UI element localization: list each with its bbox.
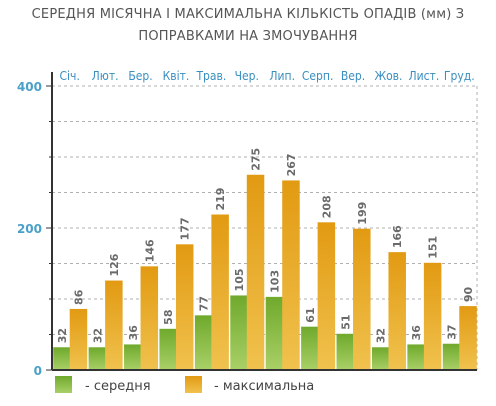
bar-avg-10: [371, 347, 390, 370]
value-label-max-4: 177: [179, 217, 192, 240]
value-label-avg-11: 36: [410, 325, 423, 341]
value-label-avg-7: 103: [268, 270, 281, 293]
value-label-max-9: 199: [356, 202, 369, 225]
value-label-avg-3: 36: [127, 325, 140, 341]
month-label-7: Лип.: [269, 69, 295, 83]
legend-swatch-max: [185, 376, 202, 393]
value-label-avg-6: 105: [233, 268, 246, 291]
bars: [53, 174, 477, 370]
value-label-max-10: 166: [391, 225, 404, 248]
axes: [46, 72, 477, 371]
value-label-max-6: 275: [250, 148, 263, 171]
bar-max-6: [246, 174, 265, 370]
month-label-4: Квіт.: [163, 69, 190, 83]
month-labels: Січ. Лют. Бер. Квіт. Трав. Чер. Лип. Серп. Вер. Ж…: [60, 69, 475, 83]
value-label-max-2: 126: [108, 253, 121, 276]
bar-avg-9: [336, 333, 355, 370]
chart-title: СЕРЕДНЯ МІСЯЧНА І МАКСИМАЛЬНА КІЛЬКІСТЬ …: [0, 4, 496, 48]
bar-max-2: [105, 280, 123, 370]
y-tick-labels: 0 200 400: [17, 80, 42, 378]
chart-title-line-2: ПОПРАВКАМИ НА ЗМОЧУВАННЯ: [138, 29, 358, 44]
month-label-3: Бер.: [128, 69, 152, 83]
month-label-1: Січ.: [60, 69, 80, 83]
bar-avg-3: [124, 344, 142, 370]
value-labels: 32 86 32 126 36 146 58 177 77 219 105 275 103 267 61 20…: [56, 148, 475, 343]
month-label-6: Чер.: [235, 69, 259, 83]
value-label-max-7: 267: [285, 153, 298, 176]
value-label-avg-10: 32: [375, 328, 388, 343]
month-label-11: Лист.: [408, 69, 439, 83]
bar-max-12: [459, 306, 477, 370]
month-label-8: Серп.: [302, 69, 334, 83]
value-label-avg-12: 37: [446, 324, 459, 339]
legend-swatch-avg: [55, 376, 72, 393]
bar-max-3: [140, 266, 159, 370]
y-tick-label-3: 400: [17, 80, 42, 94]
value-label-avg-9: 51: [339, 314, 352, 329]
month-label-9: Вер.: [341, 69, 365, 83]
y-tick-label-1: 0: [34, 364, 42, 378]
month-label-12: Груд.: [444, 69, 475, 83]
value-label-avg-1: 32: [56, 328, 69, 343]
value-label-avg-4: 58: [162, 310, 175, 325]
bar-avg-7: [265, 296, 284, 370]
bar-avg-6: [230, 295, 248, 370]
bar-max-11: [423, 262, 442, 370]
chart-title-line-1: СЕРЕДНЯ МІСЯЧНА І МАКСИМАЛЬНА КІЛЬКІСТЬ …: [31, 7, 465, 22]
bar-avg-2: [88, 347, 107, 370]
value-label-max-5: 219: [214, 188, 227, 211]
bar-avg-4: [159, 328, 177, 370]
month-label-2: Лют.: [92, 69, 119, 83]
legend: - середня - максимальна: [55, 376, 314, 394]
month-label-5: Трав.: [195, 69, 226, 83]
value-label-max-8: 208: [320, 195, 333, 218]
bar-max-4: [175, 244, 194, 370]
value-label-avg-2: 32: [91, 328, 104, 343]
legend-label-avg: - середня: [85, 379, 151, 394]
value-label-max-3: 146: [143, 239, 156, 262]
value-label-avg-8: 61: [304, 307, 317, 322]
gridlines: [52, 85, 478, 370]
bar-avg-1: [53, 347, 71, 370]
legend-label-max: - максимальна: [214, 379, 314, 394]
bar-max-1: [69, 308, 88, 370]
bar-max-7: [282, 180, 300, 370]
value-label-max-12: 90: [462, 286, 475, 302]
bar-avg-11: [407, 344, 425, 370]
bar-max-9: [353, 228, 371, 370]
bar-max-5: [211, 214, 229, 370]
bar-avg-12: [442, 343, 461, 370]
bar-avg-5: [194, 315, 213, 370]
value-label-max-11: 151: [427, 236, 440, 259]
y-tick-label-2: 200: [17, 222, 42, 236]
bar-max-8: [317, 222, 336, 370]
bar-avg-8: [301, 326, 319, 370]
value-label-max-1: 86: [72, 289, 85, 305]
bar-max-10: [388, 252, 406, 370]
value-label-avg-5: 77: [198, 296, 211, 311]
month-label-10: Жов.: [374, 69, 402, 83]
